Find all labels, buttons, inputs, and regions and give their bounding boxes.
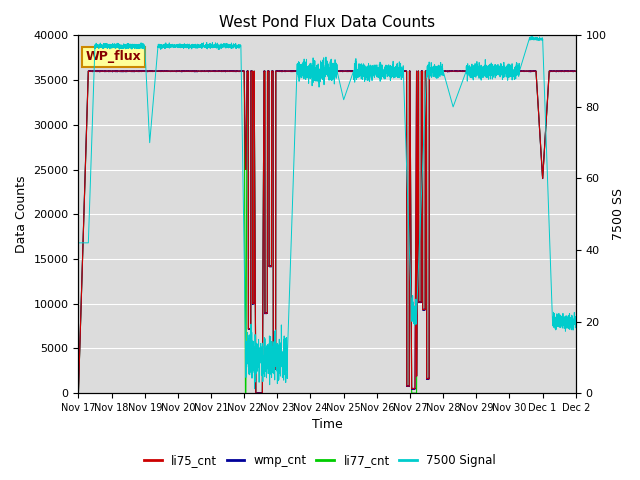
Text: WP_flux: WP_flux bbox=[86, 50, 141, 63]
Legend: li75_cnt, wmp_cnt, li77_cnt, 7500 Signal: li75_cnt, wmp_cnt, li77_cnt, 7500 Signal bbox=[139, 449, 501, 472]
Y-axis label: Data Counts: Data Counts bbox=[15, 176, 28, 253]
Title: West Pond Flux Data Counts: West Pond Flux Data Counts bbox=[219, 15, 435, 30]
Y-axis label: 7500 SS: 7500 SS bbox=[612, 188, 625, 240]
X-axis label: Time: Time bbox=[312, 419, 342, 432]
